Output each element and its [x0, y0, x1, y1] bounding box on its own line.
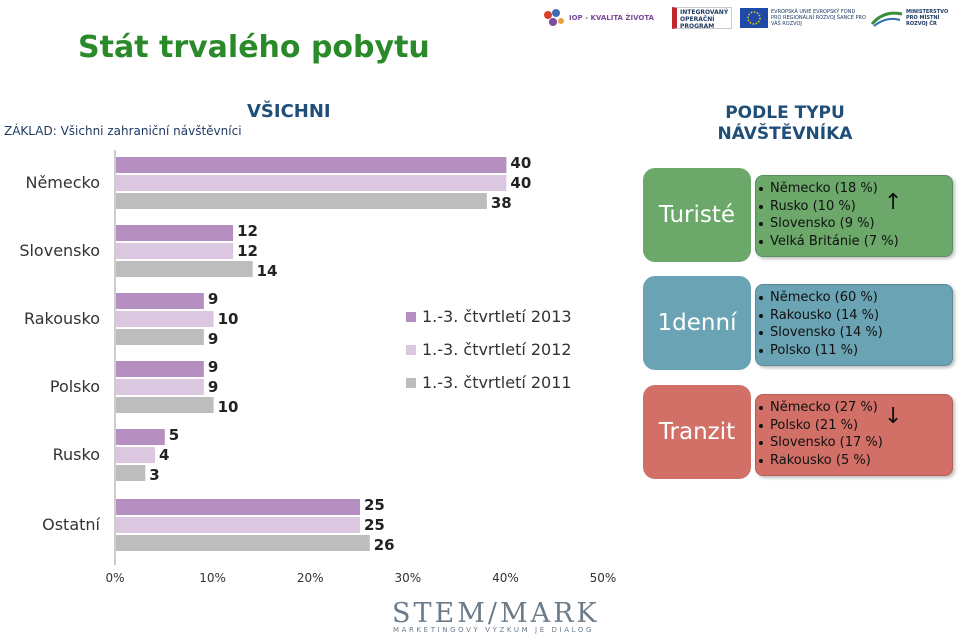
chart-legend: 1.-3. čtvrtletí 2013 1.-3. čtvrtletí 2012… [406, 307, 572, 392]
iop-logo: IOP - KVALITA ŽIVOTA [543, 4, 654, 32]
stem-mark-logo: STEM/MARK [392, 598, 600, 629]
list-item: Německo (18 %) [759, 180, 952, 198]
bar [116, 329, 204, 345]
list-item: Slovensko (17 %) [759, 434, 952, 452]
eu-flag-icon [740, 8, 768, 28]
list-item: Polsko (21 %) [759, 417, 952, 435]
data-label: 5 [169, 426, 179, 444]
data-label: 9 [208, 358, 218, 376]
segment-1denni-panel: 1denní [643, 276, 751, 370]
data-label: 12 [237, 242, 258, 260]
bar [116, 499, 360, 515]
category-label: Rusko [53, 445, 100, 464]
ministry-logo-text: MINISTERSTVO PRO MÍSTNÍ ROZVOJ ČR [906, 9, 949, 27]
legend-label: 1.-3. čtvrtletí 2013 [422, 307, 572, 326]
program-logo-text: INTEGROVANÝ OPERAČNÍ PROGRAM [672, 7, 732, 30]
trend-down-arrow-icon: ↓ [884, 404, 903, 429]
bar [116, 465, 146, 481]
basis-label: ZÁKLAD: Všichni zahraniční návštěvníci [4, 124, 242, 138]
category-label: Rakousko [24, 309, 100, 328]
x-tick-label: 20% [297, 571, 324, 585]
bar [116, 175, 507, 191]
legend-label: 1.-3. čtvrtletí 2011 [422, 373, 572, 392]
list-item: Německo (60 %) [759, 289, 952, 307]
bar [116, 535, 370, 551]
list-item: Rusko (10 %) [759, 198, 952, 216]
ministry-logo: MINISTERSTVO PRO MÍSTNÍ ROZVOJ ČR [870, 4, 954, 32]
segment-tranzit-label: Tranzit [658, 419, 736, 445]
data-label: 38 [491, 194, 512, 212]
data-label: 4 [159, 446, 169, 464]
data-label: 40 [510, 174, 531, 192]
page-title: Stát trvalého pobytu [78, 30, 430, 65]
bar-chart: Německo404038Slovensko121214Rakousko9109… [19, 150, 616, 585]
segment-turiste-panel: Turisté [643, 168, 751, 262]
bar [116, 193, 487, 209]
ministry-swoosh-icon [870, 11, 903, 27]
list-item: Německo (27 %) [759, 399, 952, 417]
list-item: Polsko (11 %) [759, 342, 952, 360]
bar [116, 311, 214, 327]
bar [116, 293, 204, 309]
bar [116, 243, 234, 259]
category-label: Slovensko [19, 241, 100, 260]
data-label: 14 [257, 262, 278, 280]
bar [116, 429, 165, 445]
legend-swatch [406, 345, 416, 355]
list-item: Slovensko (14 %) [759, 324, 952, 342]
list-item: Slovensko (9 %) [759, 215, 952, 233]
data-label: 25 [364, 516, 385, 534]
data-label: 10 [218, 398, 239, 416]
x-tick-label: 40% [492, 571, 519, 585]
data-label: 25 [364, 496, 385, 514]
iop-dots-icon [544, 9, 564, 26]
x-tick-label: 0% [105, 571, 124, 585]
program-logo: INTEGROVANÝ OPERAČNÍ PROGRAM [672, 4, 732, 32]
list-item: Rakousko (5 %) [759, 452, 952, 470]
segment-tranzit-panel: Tranzit [643, 385, 751, 479]
data-label: 9 [208, 290, 218, 308]
bars-group: Německo404038Slovensko121214Rakousko9109… [19, 150, 616, 585]
category-label: Ostatní [42, 515, 100, 534]
list-item: Rakousko (14 %) [759, 307, 952, 325]
data-label: 26 [374, 536, 395, 554]
eu-logo: EVROPSKÁ UNIE EVROPSKÝ FOND PRO REGIONÁL… [740, 4, 867, 32]
legend-label: 1.-3. čtvrtletí 2012 [422, 340, 572, 359]
legend-swatch [406, 312, 416, 322]
bar [116, 397, 214, 413]
bar [116, 379, 204, 395]
x-tick-label: 30% [394, 571, 421, 585]
x-tick-label: 10% [199, 571, 226, 585]
data-label: 12 [237, 222, 258, 240]
stem-mark-tagline: MARKETINGOVÝ VÝZKUM JE DIALOG [393, 626, 594, 634]
heading-all: VŠICHNI [247, 101, 331, 122]
legend-swatch [406, 378, 416, 388]
bar [116, 361, 204, 377]
list-item: Velká Británie (7 %) [759, 233, 952, 251]
category-label: Polsko [50, 377, 100, 396]
segment-1denni-label: 1denní [657, 310, 737, 336]
x-tick-label: 50% [590, 571, 617, 585]
bar [116, 157, 507, 173]
segment-turiste-info: Německo (18 %) Rusko (10 %) Slovensko (9… [755, 175, 953, 257]
trend-up-arrow-icon: ↑ [884, 190, 903, 215]
data-label: 10 [218, 310, 239, 328]
segment-tranzit-info: Německo (27 %) Polsko (21 %) Slovensko (… [755, 394, 953, 476]
iop-logo-text: IOP - KVALITA ŽIVOTA [569, 14, 654, 22]
segment-1denni-info: Německo (60 %) Rakousko (14 %) Slovensko… [755, 284, 953, 366]
data-label: 9 [208, 330, 218, 348]
bar [116, 517, 360, 533]
segment-turiste-label: Turisté [658, 202, 736, 228]
eu-logo-text: EVROPSKÁ UNIE EVROPSKÝ FOND PRO REGIONÁL… [771, 9, 866, 27]
bar [116, 225, 234, 241]
heading-by-type: PODLE TYPU NÁVŠTĚVNÍKA [717, 103, 853, 144]
bar [116, 261, 253, 277]
data-label: 40 [510, 154, 531, 172]
data-label: 3 [149, 466, 159, 484]
data-label: 9 [208, 378, 218, 396]
category-label: Německo [25, 173, 100, 192]
bar [116, 447, 156, 463]
